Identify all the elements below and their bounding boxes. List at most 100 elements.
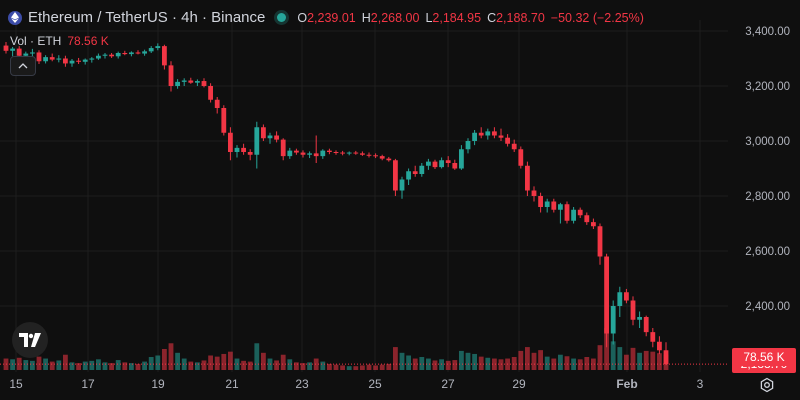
- candle-body: [122, 53, 128, 55]
- volume-bar: [597, 345, 603, 370]
- volume-bar: [630, 347, 636, 370]
- y-tick-label: 3,000.00: [745, 136, 790, 148]
- ohlc-high: H2,268.00: [361, 10, 420, 25]
- ohlc-low: L2,184.95: [425, 10, 482, 25]
- candle-body: [175, 81, 180, 86]
- candle-body: [96, 55, 101, 59]
- volume-bar: [89, 360, 95, 370]
- collapse-legend-button[interactable]: [10, 56, 36, 76]
- market-open-indicator: [277, 13, 287, 22]
- candle-body: [498, 135, 504, 138]
- candle-body: [663, 350, 669, 365]
- volume-value: 78.56 K: [67, 34, 109, 48]
- candle-body: [452, 163, 458, 169]
- candle-body: [43, 57, 48, 62]
- volume-bar: [188, 361, 194, 370]
- volume-bar: [82, 361, 88, 370]
- candle-body: [267, 135, 273, 139]
- volume-bar: [300, 363, 306, 370]
- candle-body: [643, 317, 649, 333]
- candle-body: [49, 57, 55, 60]
- candle-body: [511, 143, 517, 150]
- y-tick-label: 3,200.00: [745, 81, 790, 93]
- candle-body: [148, 48, 154, 52]
- volume-bar: [23, 360, 29, 370]
- volume-bar: [643, 350, 649, 370]
- candle-body: [188, 80, 194, 83]
- volume-bar: [287, 359, 293, 370]
- candle-body: [247, 152, 253, 155]
- ohlc-close: C2,188.70: [487, 10, 545, 25]
- volume-bar: [168, 343, 174, 370]
- candle-body: [393, 160, 398, 191]
- candle-body: [399, 179, 405, 191]
- candle-body: [135, 52, 141, 54]
- volume-bar: [591, 358, 596, 370]
- volume-bar: [16, 357, 22, 370]
- candle-body: [327, 150, 332, 152]
- volume-bar: [142, 361, 147, 370]
- volume-bar: [63, 354, 68, 370]
- volume-legend: Vol · ETH 78.56 K: [10, 34, 109, 48]
- volume-bar: [432, 360, 438, 370]
- candle-body: [56, 58, 62, 60]
- volume-bar: [393, 347, 398, 370]
- candle-body: [63, 58, 68, 64]
- candle-body: [577, 209, 583, 216]
- candle-body: [492, 131, 497, 136]
- chevron-up-icon: [18, 63, 28, 69]
- last-volume-label: 78.56 K: [732, 348, 796, 366]
- gear-icon: [760, 377, 774, 393]
- volume-bar: [465, 352, 471, 370]
- candle-body: [208, 86, 213, 100]
- ohlc-open: O2,239.01: [297, 10, 356, 25]
- candle-body: [254, 127, 260, 155]
- candle-body: [445, 160, 451, 163]
- candle-body: [36, 52, 42, 62]
- volume-bar: [162, 349, 167, 370]
- volume-bar: [327, 363, 332, 370]
- volume-bar: [320, 361, 326, 370]
- volume-bar: [195, 362, 200, 370]
- volume-bar: [346, 366, 352, 370]
- symbol-legend: Ethereum / TetherUS · 4h · Binance O2,23…: [8, 9, 644, 26]
- volume-bar: [412, 358, 418, 370]
- candle-body: [313, 153, 319, 157]
- volume-bar: [313, 358, 319, 370]
- volume-bar: [96, 359, 101, 370]
- volume-label: Vol · ETH: [10, 34, 62, 48]
- candle-body: [102, 54, 108, 56]
- candle-body: [307, 153, 312, 155]
- volume-bar: [181, 358, 187, 370]
- x-tick-label: Feb: [616, 377, 637, 391]
- volume-bar: [558, 354, 563, 370]
- candle-body: [544, 201, 550, 207]
- volume-bar: [379, 364, 385, 370]
- volume-bar: [511, 357, 517, 370]
- candle-body: [525, 165, 530, 191]
- y-tick-label: 2,600.00: [745, 246, 790, 258]
- candle-body: [459, 149, 464, 169]
- candle-body: [650, 332, 656, 342]
- candle-body: [340, 152, 345, 154]
- candle-body: [485, 131, 491, 136]
- volume-bar: [280, 354, 286, 370]
- volume-bar: [650, 351, 656, 370]
- chart-settings-button[interactable]: [758, 376, 776, 394]
- tradingview-logo[interactable]: [12, 322, 48, 358]
- candle-body: [201, 81, 207, 86]
- candle-body: [221, 108, 227, 133]
- candle-body: [531, 190, 537, 196]
- candle-body: [241, 147, 246, 152]
- volume-bar: [492, 358, 497, 370]
- volume-bar: [241, 360, 246, 370]
- volume-bar: [624, 354, 629, 370]
- volume-bar: [399, 352, 405, 370]
- volume-bar: [445, 360, 451, 370]
- volume-bar: [36, 356, 42, 370]
- volume-bar: [208, 355, 213, 370]
- candle-body: [76, 60, 81, 62]
- volume-bar: [419, 357, 425, 370]
